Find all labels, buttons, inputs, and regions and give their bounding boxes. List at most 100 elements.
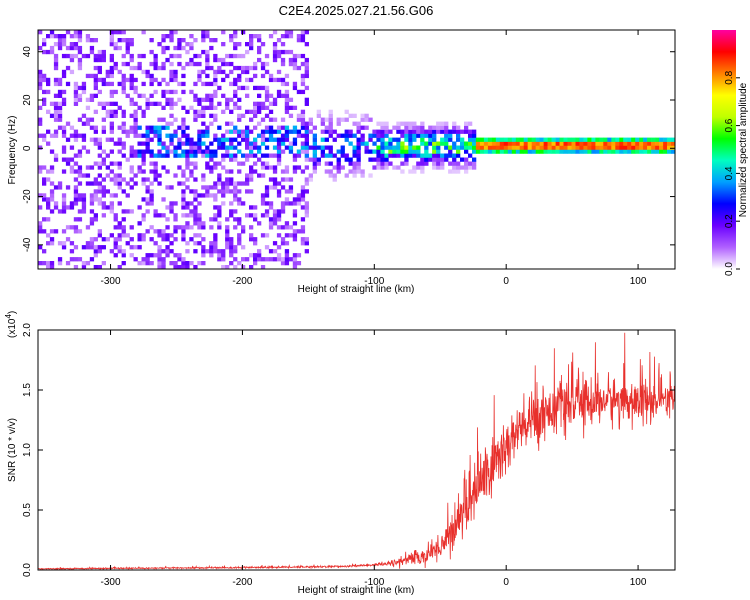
heatmap-cell [153,213,158,218]
heatmap-cell [428,125,433,130]
heatmap-cell [177,265,182,269]
heatmap-cell [523,137,528,142]
heatmap-cell [464,157,469,162]
heatmap-cell [189,42,194,47]
heatmap-cell [189,61,194,67]
heatmap-cell [38,261,43,266]
heatmap-cell [304,149,309,154]
heatmap-cell [109,137,114,142]
heatmap-cell [308,173,313,178]
heatmap-cell [89,45,95,51]
heatmap-cell [169,61,174,67]
heatmap-cell [360,173,365,178]
heatmap-cell [237,129,242,134]
heatmap-cell [233,65,238,71]
heatmap-cell [336,117,341,122]
heatmap-cell [392,149,397,154]
heatmap-cell [272,137,278,142]
heatmap-cell [623,141,628,146]
heatmap-cell [356,121,361,126]
heatmap-cell [57,89,63,95]
heatmap-cell [264,53,270,59]
heatmap-cell [384,157,389,162]
heatmap-cell [424,149,429,154]
heatmap-cell [671,141,675,146]
heatmap-cell [280,257,286,262]
heatmap-cell [177,145,182,150]
heatmap-cell [523,145,528,150]
heatmap-cell [97,137,102,142]
heatmap-cell [340,149,345,154]
heatmap-cell [105,237,110,242]
heatmap-cell [49,229,55,234]
heatmap-cell [643,137,648,142]
heatmap-cell [205,81,210,87]
heatmap-cell [109,113,114,118]
heatmap-cell [392,125,397,130]
heatmap-cell [304,205,309,210]
heatmap-cell [245,42,250,47]
heatmap-cell [73,161,79,166]
heatmap-cell [276,245,282,250]
heatmap-cell [288,225,294,230]
heatmap-cell [260,265,266,269]
heatmap-cell [53,65,59,71]
heatmap-cell [436,125,441,130]
heatmap-cell [109,38,114,43]
y-tick-label: -20 [22,189,33,204]
heatmap-cell [225,229,230,234]
heatmap-cell [257,157,262,162]
heatmap-cell [388,161,393,166]
heatmap-cell [344,137,349,142]
heatmap-cell [264,165,270,170]
heatmap-cell [69,125,75,130]
heatmap-cell [404,161,409,166]
heatmap-cell [217,253,222,258]
heatmap-cell [117,265,122,269]
heatmap-cell [113,173,118,178]
heatmap-cell [189,149,194,154]
heatmap-cell [276,93,282,98]
heatmap-cell [153,253,158,258]
heatmap-cell [137,205,142,210]
heatmap-cell [284,241,290,246]
heatmap-cell [205,125,210,130]
heatmap-cell [257,253,262,258]
heatmap-cell [384,145,389,150]
heatmap-cell [456,165,461,170]
heatmap-cell [109,169,114,174]
heatmap-cell [272,97,278,102]
heatmap-cell [428,129,433,134]
heatmap-cell [65,261,71,266]
heatmap-cell [659,145,664,150]
heatmap-cell [288,57,294,63]
heatmap-cell [61,145,67,150]
heatmap-cell [93,57,98,63]
heatmap-cell [436,129,441,134]
heatmap-cell [53,205,59,210]
heatmap-cell [229,177,234,182]
heatmap-cell [241,181,246,186]
heatmap-cell [519,137,524,142]
heatmap-cell [268,201,274,206]
heatmap-cell [201,133,206,138]
heatmap-cell [113,217,118,222]
heatmap-cell [121,81,126,87]
heatmap-cell [49,113,55,118]
heatmap-cell [149,197,154,202]
heatmap-cell [129,153,134,158]
heatmap-cell [53,153,59,158]
heatmap-cell [141,161,146,166]
heatmap-cell [280,81,286,87]
heatmap-cell [141,149,146,154]
heatmap-cell [109,161,114,166]
heatmap-cell [284,257,290,262]
heatmap-cell [165,57,170,63]
heatmap-cell [117,165,122,170]
heatmap-cell [253,125,258,130]
heatmap-cell [141,69,146,75]
heatmap-cell [440,165,445,170]
heatmap-cell [264,69,270,75]
heatmap-cell [308,157,313,162]
heatmap-cell [288,257,294,262]
